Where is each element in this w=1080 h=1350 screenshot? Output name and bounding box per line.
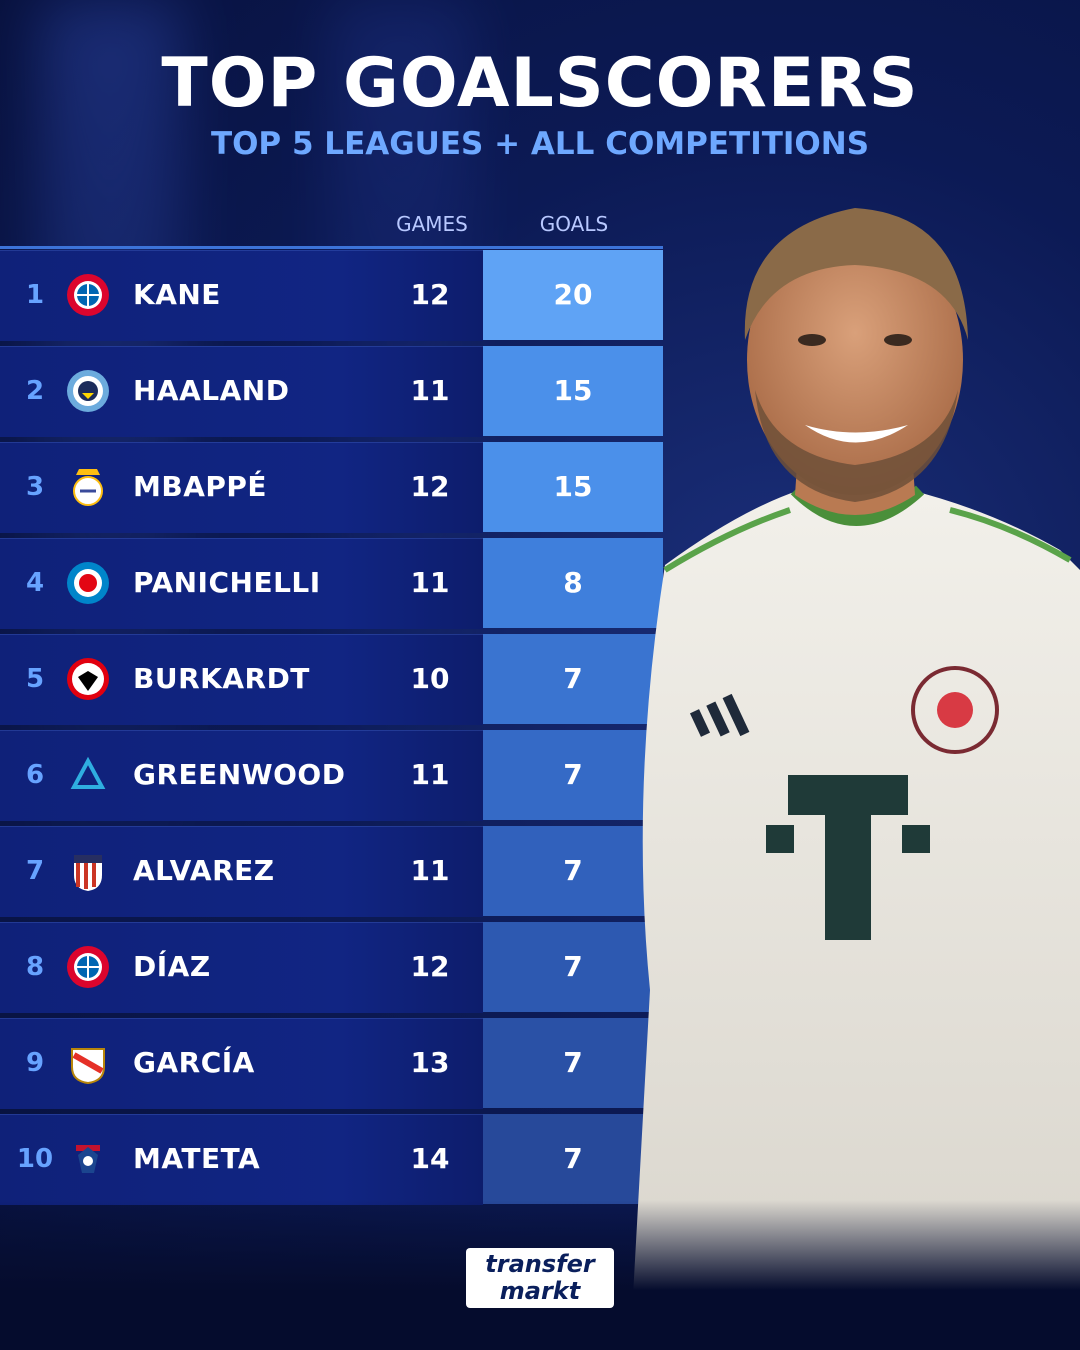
games-value: 12 bbox=[410, 950, 450, 983]
player-name: MBAPPÉ bbox=[133, 470, 268, 503]
games-value: 11 bbox=[410, 374, 450, 407]
table-row: 9 GARCÍA 13 7 bbox=[0, 1018, 663, 1114]
page-title: TOP GOALSCORERS bbox=[161, 44, 919, 123]
rank-number: 10 bbox=[16, 1144, 54, 1174]
rayo-vallecano-crest-icon bbox=[66, 1041, 110, 1085]
goals-cell: 15 bbox=[483, 346, 663, 436]
rank-number: 9 bbox=[25, 1048, 45, 1078]
marseille-crest-icon bbox=[66, 753, 110, 797]
player-photo: T bbox=[630, 208, 1080, 1350]
logo-line-2: markt bbox=[499, 1277, 581, 1305]
goals-cell: 7 bbox=[483, 634, 663, 724]
transfermarkt-logo: transfer markt bbox=[466, 1248, 614, 1308]
manchester-city-crest-icon bbox=[66, 369, 110, 413]
games-value: 11 bbox=[410, 758, 450, 791]
goals-cell: 8 bbox=[483, 538, 663, 628]
table-row: 2 HAALAND 11 15 bbox=[0, 346, 663, 442]
goals-cell: 7 bbox=[483, 922, 663, 1012]
player-name: DÍAZ bbox=[133, 950, 211, 983]
goalscorers-table: 1 KANE 12 20 2 HAALAND 11 15 3 MBAPPÉ 12… bbox=[0, 250, 663, 1210]
table-row: 4 PANICHELLI 11 8 bbox=[0, 538, 663, 634]
goals-value: 15 bbox=[553, 374, 593, 407]
player-name: HAALAND bbox=[133, 374, 290, 407]
goals-cell: 15 bbox=[483, 442, 663, 532]
logo-line-1: transfer bbox=[485, 1250, 595, 1278]
games-value: 11 bbox=[410, 566, 450, 599]
table-row: 10 MATETA 14 7 bbox=[0, 1114, 663, 1210]
page-subtitle: TOP 5 LEAGUES + ALL COMPETITIONS bbox=[210, 126, 870, 162]
goals-cell: 7 bbox=[483, 730, 663, 820]
rank-number: 3 bbox=[25, 472, 45, 502]
table-row: 6 GREENWOOD 11 7 bbox=[0, 730, 663, 826]
rank-number: 6 bbox=[25, 760, 45, 790]
rank-number: 4 bbox=[25, 568, 45, 598]
goals-value: 7 bbox=[563, 854, 583, 887]
games-value: 11 bbox=[410, 854, 450, 887]
goals-value: 15 bbox=[553, 470, 593, 503]
rank-number: 7 bbox=[25, 856, 45, 886]
table-top-divider bbox=[0, 246, 663, 249]
row-background bbox=[0, 442, 483, 533]
bayern-munich-crest-icon bbox=[66, 273, 110, 317]
column-header-goals: GOALS bbox=[539, 212, 609, 236]
goals-value: 7 bbox=[563, 950, 583, 983]
logo-background bbox=[466, 1248, 614, 1308]
strasbourg-crest-icon bbox=[66, 561, 110, 605]
goals-cell: 7 bbox=[483, 1114, 663, 1204]
goals-value: 7 bbox=[563, 1046, 583, 1079]
games-value: 12 bbox=[410, 278, 450, 311]
table-row: 5 BURKARDT 10 7 bbox=[0, 634, 663, 730]
games-value: 14 bbox=[410, 1142, 450, 1175]
goals-value: 20 bbox=[553, 278, 593, 311]
atletico-madrid-crest-icon bbox=[66, 849, 110, 893]
column-header-games: GAMES bbox=[396, 212, 468, 236]
goals-cell: 7 bbox=[483, 1018, 663, 1108]
bayern-munich-crest-icon bbox=[66, 945, 110, 989]
goals-value: 7 bbox=[563, 662, 583, 695]
player-name: KANE bbox=[133, 278, 221, 311]
rank-number: 2 bbox=[25, 376, 45, 406]
player-name: MATETA bbox=[133, 1142, 261, 1175]
goals-value: 7 bbox=[563, 1142, 583, 1175]
rank-number: 5 bbox=[25, 664, 45, 694]
player-name: GARCÍA bbox=[133, 1046, 255, 1079]
goals-value: 7 bbox=[563, 758, 583, 791]
player-name: GREENWOOD bbox=[133, 758, 346, 791]
crystal-palace-crest-icon bbox=[66, 1137, 110, 1181]
games-value: 12 bbox=[410, 470, 450, 503]
player-name: PANICHELLI bbox=[133, 566, 321, 599]
player-name: BURKARDT bbox=[133, 662, 310, 695]
eintracht-frankfurt-crest-icon bbox=[66, 657, 110, 701]
rank-number: 8 bbox=[25, 952, 45, 982]
goals-value: 8 bbox=[563, 566, 583, 599]
table-row: 1 KANE 12 20 bbox=[0, 250, 663, 346]
games-value: 10 bbox=[410, 662, 450, 695]
real-madrid-crest-icon bbox=[66, 465, 110, 509]
table-row: 8 DÍAZ 12 7 bbox=[0, 922, 663, 1018]
table-row: 3 MBAPPÉ 12 15 bbox=[0, 442, 663, 538]
games-value: 13 bbox=[410, 1046, 450, 1079]
goals-cell: 20 bbox=[483, 250, 663, 340]
player-name: ALVAREZ bbox=[133, 854, 275, 887]
rank-number: 1 bbox=[25, 280, 45, 310]
table-row: 7 ALVAREZ 11 7 bbox=[0, 826, 663, 922]
goals-cell: 7 bbox=[483, 826, 663, 916]
